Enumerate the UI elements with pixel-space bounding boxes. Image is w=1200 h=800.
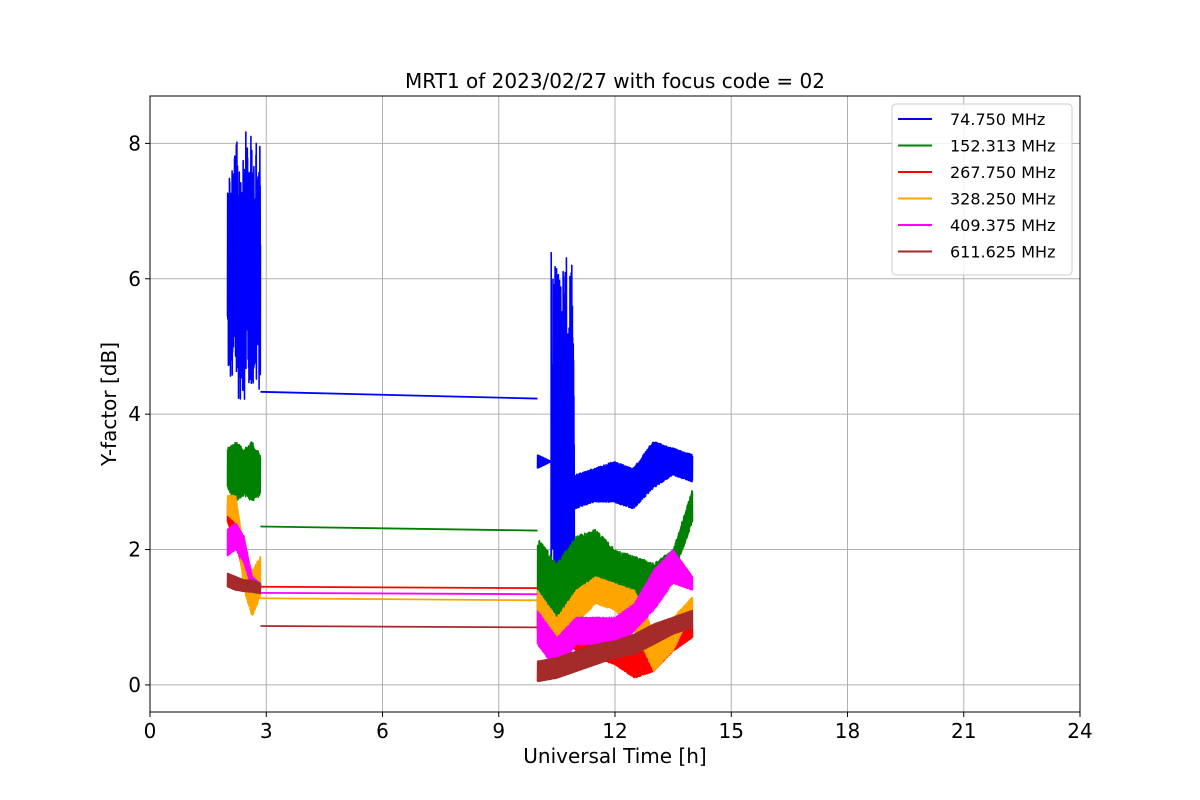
x-tick-label: 24 <box>1067 719 1092 743</box>
series-trace <box>226 131 262 400</box>
y-tick-label: 2 <box>128 538 141 562</box>
x-tick-label: 0 <box>144 719 157 743</box>
legend-label: 267.750 MHz <box>950 163 1055 182</box>
x-tick-label: 15 <box>719 719 744 743</box>
x-tick-label: 6 <box>376 719 389 743</box>
x-tick-label: 21 <box>951 719 976 743</box>
chart-title: MRT1 of 2023/02/27 with focus code = 02 <box>405 69 825 93</box>
series-trace <box>536 609 694 682</box>
y-axis-label: Y-factor [dB] <box>97 342 121 467</box>
series-gap-line <box>260 525 538 532</box>
series-gap-line <box>260 625 538 629</box>
y-tick-label: 8 <box>128 131 141 155</box>
series-gap-line <box>260 597 538 602</box>
legend-box <box>891 103 1073 276</box>
series-gap-line <box>260 591 538 596</box>
series-trace <box>226 572 262 595</box>
legend-label: 611.625 MHz <box>950 243 1055 262</box>
series-trace <box>226 441 262 502</box>
x-tick-label: 18 <box>835 719 860 743</box>
series-5 <box>226 572 694 682</box>
legend-label: 152.313 MHz <box>950 137 1055 156</box>
legend-label: 409.375 MHz <box>950 216 1055 235</box>
y-tick-label: 0 <box>128 673 141 697</box>
x-tick-label: 3 <box>260 719 273 743</box>
series-trace <box>573 441 694 510</box>
legend-label: 328.250 MHz <box>950 190 1055 209</box>
series-gap-line <box>260 585 538 590</box>
x-tick-label: 12 <box>602 719 627 743</box>
legend: 74.750 MHz 152.313 MHz 267.750 MHz 328.250 … <box>891 103 1073 276</box>
series-trace <box>226 494 262 616</box>
y-tick-label: 6 <box>128 267 141 291</box>
series-gap-line <box>260 390 538 400</box>
x-tick-label: 9 <box>492 719 505 743</box>
series-layer <box>226 131 694 682</box>
series-trace <box>536 454 552 469</box>
x-axis-label: Universal Time [h] <box>523 744 706 768</box>
y-tick-label: 4 <box>128 402 141 426</box>
legend-label: 74.750 MHz <box>950 110 1045 129</box>
